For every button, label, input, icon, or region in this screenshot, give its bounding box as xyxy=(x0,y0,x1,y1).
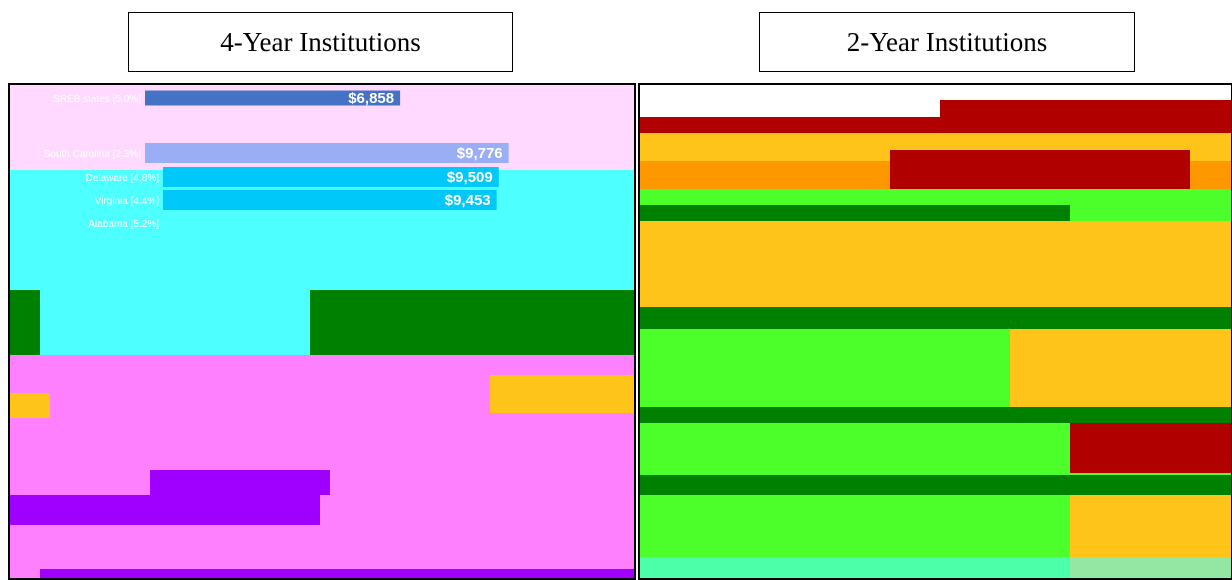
category-label: Virginia [4.4%] xyxy=(95,196,160,207)
yellow-block-2 xyxy=(1010,329,1231,417)
bar-chart: SREB states [5.0%] $6,858 South Carolina [… xyxy=(44,90,509,230)
red-block xyxy=(890,150,1190,190)
purple-band-2 xyxy=(150,470,330,495)
value-label: $6,858 xyxy=(348,90,394,107)
value-label: $9,453 xyxy=(445,192,491,209)
two-year-chart-panel xyxy=(638,83,1232,580)
category-label: Alabama [5.2%] xyxy=(88,219,159,230)
dark-green-band xyxy=(640,307,1231,329)
value-label: $9,509 xyxy=(447,169,493,186)
cyan-strip xyxy=(640,557,1231,578)
category-label: SREB states [5.0%] xyxy=(53,94,141,105)
green-band-left xyxy=(10,290,40,355)
red-band-top xyxy=(940,100,1231,118)
category-label: South Carolina [2.3%] xyxy=(44,149,142,160)
dark-green-band-2 xyxy=(640,407,1231,423)
purple-band xyxy=(10,495,320,525)
category-label: Delaware [4.8%] xyxy=(86,173,160,184)
dark-green-band-3 xyxy=(640,475,1231,495)
green-band xyxy=(310,290,634,355)
red-block-2 xyxy=(1070,423,1231,473)
bar xyxy=(163,167,499,187)
two-year-title-box: 2-Year Institutions xyxy=(759,12,1135,72)
four-year-title: 4-Year Institutions xyxy=(220,26,421,57)
green-strip xyxy=(640,189,1231,205)
red-band xyxy=(640,117,1231,133)
yellow-patch xyxy=(490,375,634,413)
four-year-chart-panel: SREB states [5.0%] $6,858 South Carolina [… xyxy=(8,83,636,580)
four-year-title-box: 4-Year Institutions xyxy=(128,12,513,72)
two-year-title: 2-Year Institutions xyxy=(846,26,1048,57)
bar xyxy=(145,143,509,163)
dark-green-strip xyxy=(640,205,1070,221)
purple-strip xyxy=(40,569,634,578)
yellow-patch-left xyxy=(10,393,50,418)
bar xyxy=(163,190,497,210)
value-label: $9,776 xyxy=(457,145,503,162)
yellow-block xyxy=(640,221,1231,307)
bar xyxy=(145,90,401,106)
